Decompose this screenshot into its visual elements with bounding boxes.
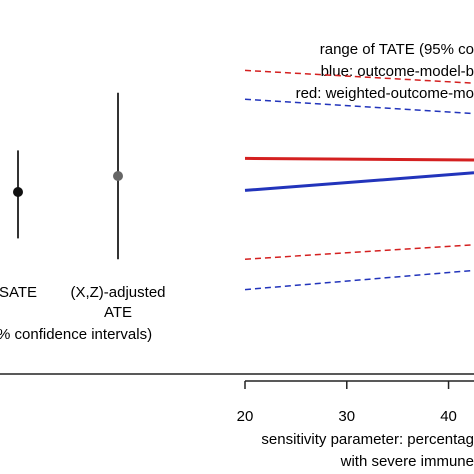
category-label-adjusted-ate-line2: ATE bbox=[104, 304, 132, 321]
series-line-5 bbox=[244, 244, 474, 260]
annotation-line-2: blue: outcome-model-b bbox=[321, 63, 474, 80]
x-axis-label-line-2: with severe immune bbox=[340, 453, 474, 470]
series-line-2 bbox=[244, 171, 474, 192]
point-estimate-2 bbox=[113, 171, 123, 181]
confidence-interval-caption: % confidence intervals) bbox=[0, 326, 152, 343]
point-estimate-1 bbox=[13, 187, 23, 197]
series-line-4 bbox=[244, 98, 474, 115]
estimates-panel: SATE (X,Z)-adjusted ATE % confidence interv… bbox=[0, 92, 166, 343]
series-line-6 bbox=[244, 269, 474, 291]
series-line-1 bbox=[244, 156, 474, 162]
x-axis-label-line-1: sensitivity parameter: percentag bbox=[261, 431, 474, 448]
x-tick-label-30: 30 bbox=[338, 408, 355, 425]
x-tick-label-40: 40 bbox=[440, 408, 457, 425]
annotation-line-1: range of TATE (95% co bbox=[320, 41, 474, 58]
sensitivity-panel: range of TATE (95% co blue: outcome-model… bbox=[237, 41, 474, 470]
annotation-line-3: red: weighted-outcome-mo bbox=[296, 85, 474, 102]
category-label-adjusted-ate: (X,Z)-adjusted bbox=[70, 284, 165, 301]
x-tick-label-20: 20 bbox=[237, 408, 254, 425]
category-label-sate: SATE bbox=[0, 284, 37, 301]
series-line-3 bbox=[244, 69, 474, 84]
